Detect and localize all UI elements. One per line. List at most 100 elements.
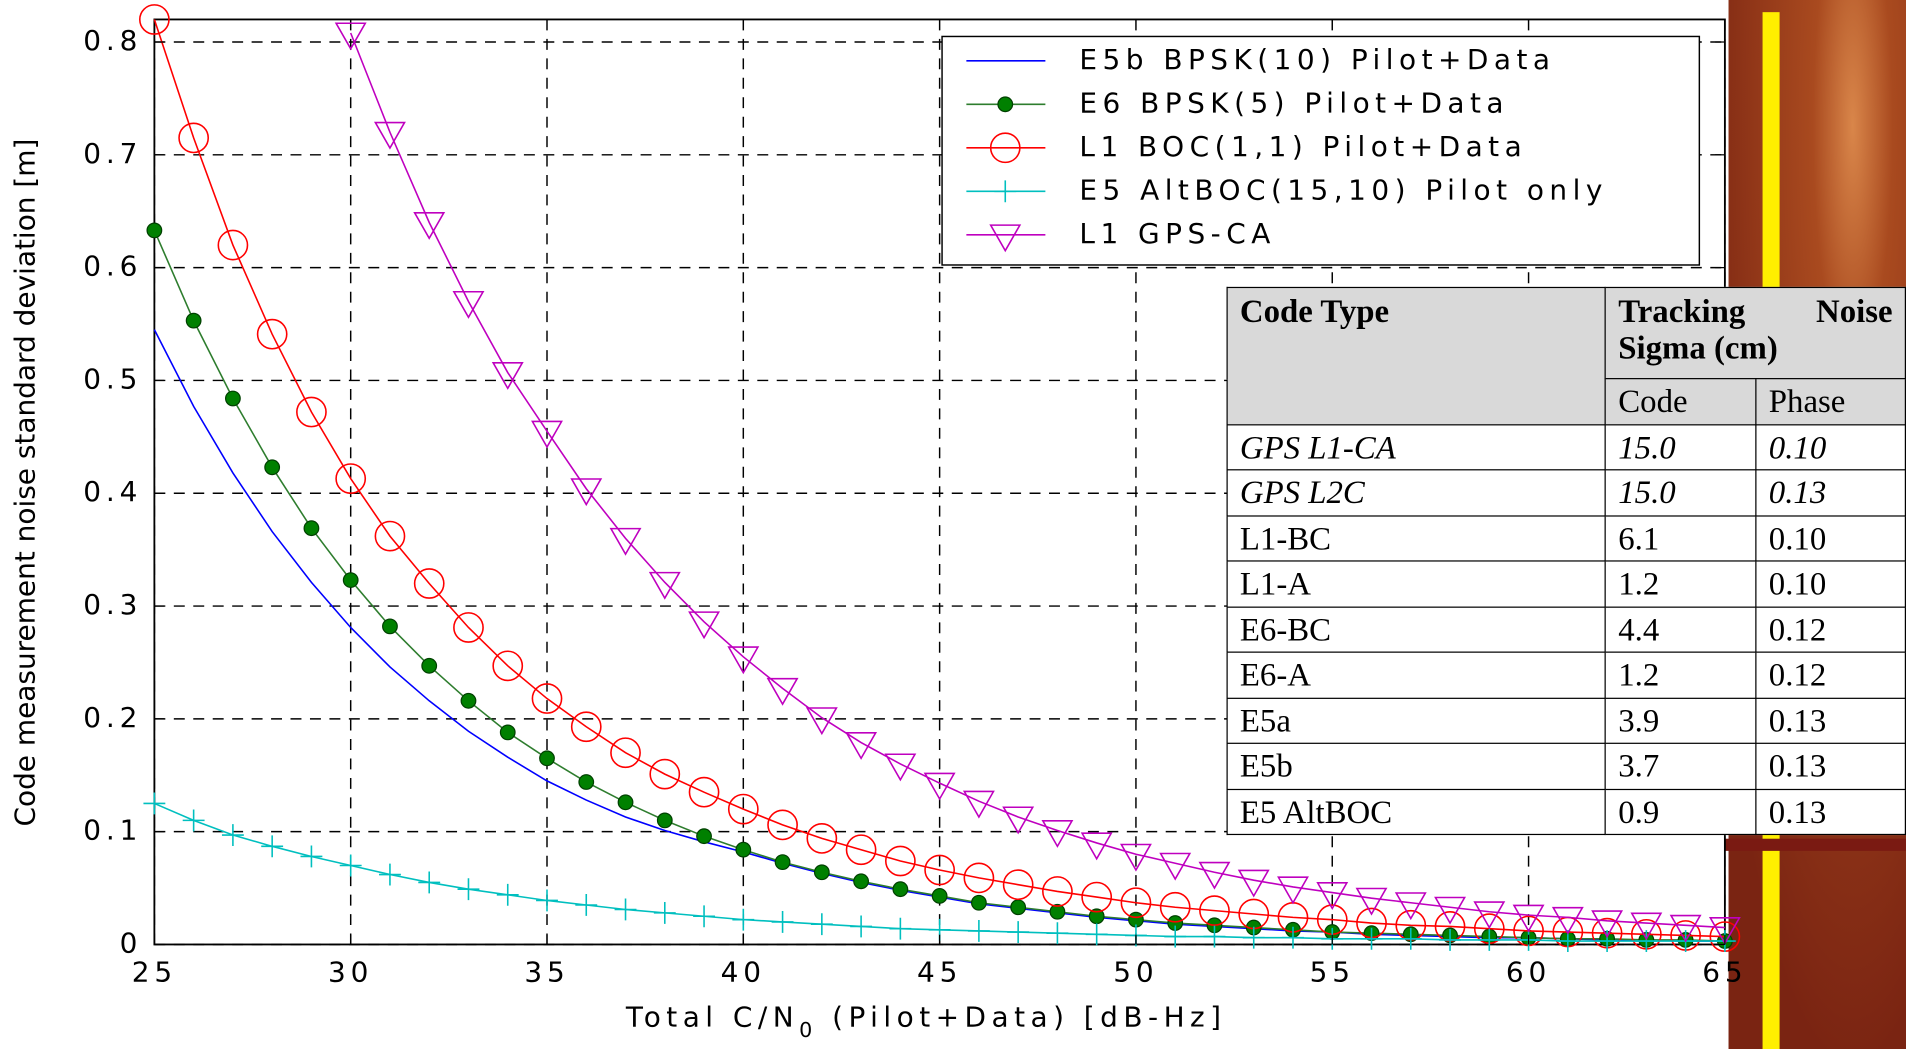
- marker-triangle: [570, 478, 603, 507]
- marker-plus: [300, 845, 323, 868]
- marker-triangle: [491, 362, 524, 390]
- y-tick-label: 0.8: [83, 24, 142, 57]
- marker-plus: [261, 835, 284, 858]
- marker-dot: [539, 750, 555, 767]
- marker-dot: [970, 894, 987, 911]
- table-cell: E6-BC: [1226, 605, 1607, 653]
- marker-triangle: [609, 527, 642, 556]
- marker-plus: [889, 917, 912, 940]
- marker-triangle: [1277, 876, 1309, 905]
- table-cell: 0.9: [1604, 788, 1757, 836]
- marker-plus: [994, 180, 1017, 203]
- marker-triangle: [923, 772, 956, 801]
- legend-label: L1 BOC(1,1) Pilot+Data: [1079, 130, 1527, 163]
- marker-plus: [496, 883, 519, 906]
- table-subheader-row: Code Phase: [1227, 378, 1906, 425]
- marker-circle: [256, 318, 288, 350]
- table-cell: E5b: [1226, 742, 1607, 790]
- marker-triangle: [1708, 917, 1741, 945]
- marker-circle: [453, 612, 484, 643]
- marker-dot: [997, 96, 1014, 113]
- marker-circle: [374, 520, 406, 552]
- marker-dot: [303, 520, 320, 537]
- legend-label: L1 GPS-CA: [1079, 217, 1275, 250]
- marker-plus: [1242, 926, 1265, 949]
- y-tick-label: 0.5: [83, 362, 142, 395]
- table-cell: 0.13: [1755, 788, 1906, 836]
- marker-plus: [614, 898, 637, 921]
- table-row: E5a 3.9 0.13: [1226, 697, 1906, 744]
- marker-circle: [178, 122, 210, 154]
- table-cell: L1-BC: [1226, 514, 1607, 562]
- marker-plus: [1399, 927, 1422, 950]
- table-cell: 0.13: [1755, 742, 1906, 790]
- series-line: [153, 19, 1725, 938]
- marker-circle: [727, 793, 759, 825]
- table-row: E6-BC 4.4 0.12: [1226, 605, 1906, 653]
- marker-plus: [1203, 925, 1226, 948]
- marker-circle: [1042, 876, 1073, 907]
- marker-dot: [342, 572, 359, 589]
- marker-circle: [335, 463, 367, 494]
- y-tick-label: 0.6: [83, 250, 142, 283]
- table-cell: GPS L2C: [1226, 469, 1607, 516]
- marker-triangle: [413, 211, 446, 240]
- marker-dot: [892, 881, 909, 898]
- marker-plus: [1596, 930, 1619, 953]
- marker-circle: [492, 650, 524, 682]
- x-tick-label: 35: [524, 956, 569, 989]
- marker-circle: [989, 132, 1021, 164]
- y-tick-label: 0.4: [83, 475, 142, 508]
- marker-triangle: [1002, 806, 1035, 835]
- y-axis-label: Code measurement noise standard deviatio…: [9, 139, 42, 827]
- marker-plus: [143, 792, 166, 815]
- y-tick-label: 0.3: [83, 588, 142, 621]
- header-cell: Tracking Noise Sigma (cm): [1604, 286, 1906, 380]
- marker-plus: [967, 919, 990, 942]
- x-axis-label-part: Total C/N: [625, 1001, 799, 1034]
- y-tick-label: 0.2: [83, 701, 142, 734]
- marker-plus: [1085, 923, 1108, 946]
- legend-box: [941, 35, 1701, 266]
- table-cell: 0.10: [1755, 514, 1906, 562]
- marker-dot: [499, 724, 516, 741]
- marker-dot: [185, 312, 202, 329]
- table-row: E6-A 1.2 0.12: [1226, 651, 1906, 699]
- marker-triangle: [1434, 896, 1466, 925]
- marker-dot: [460, 692, 477, 709]
- marker-plus: [221, 824, 244, 846]
- marker-triangle: [989, 224, 1022, 253]
- legend-label: E5b BPSK(10) Pilot+Data: [1079, 43, 1555, 76]
- marker-plus: [418, 871, 441, 894]
- x-tick-label: 25: [132, 956, 177, 989]
- marker-plus: [379, 863, 401, 886]
- marker-dot: [1010, 899, 1027, 916]
- marker-dot: [578, 774, 595, 790]
- marker-plus: [771, 910, 794, 933]
- marker-plus: [850, 915, 873, 938]
- marker-triangle: [884, 753, 917, 782]
- marker-dot: [617, 794, 634, 811]
- marker-plus: [1478, 929, 1501, 951]
- marker-plus: [457, 878, 480, 901]
- marker-triangle: [1551, 906, 1584, 935]
- marker-circle: [1081, 881, 1113, 913]
- marker-plus: [732, 908, 755, 931]
- subheader-cell: Code: [1604, 378, 1757, 425]
- marker-triangle: [1394, 892, 1427, 921]
- marker-triangle: [688, 611, 721, 640]
- marker-dot: [146, 222, 163, 239]
- table-row: L1-BC 6.1 0.10: [1226, 514, 1906, 562]
- legend: E5b BPSK(10) Pilot+Data E6 BPSK(5) Pilot+…: [966, 43, 1607, 253]
- marker-dot: [853, 873, 870, 890]
- table-cell: 15.0: [1604, 469, 1757, 516]
- x-axis-label-subscript: 0: [799, 1018, 818, 1042]
- x-axis-label-part: (Pilot+Data) [dB-Hz]: [818, 1001, 1227, 1034]
- marker-dot: [656, 812, 673, 829]
- legend-label: E5 AltBOC(15,10) Pilot only: [1079, 173, 1607, 206]
- table-cell: 15.0: [1604, 423, 1757, 471]
- marker-dot: [264, 459, 281, 476]
- marker-circle: [649, 758, 681, 790]
